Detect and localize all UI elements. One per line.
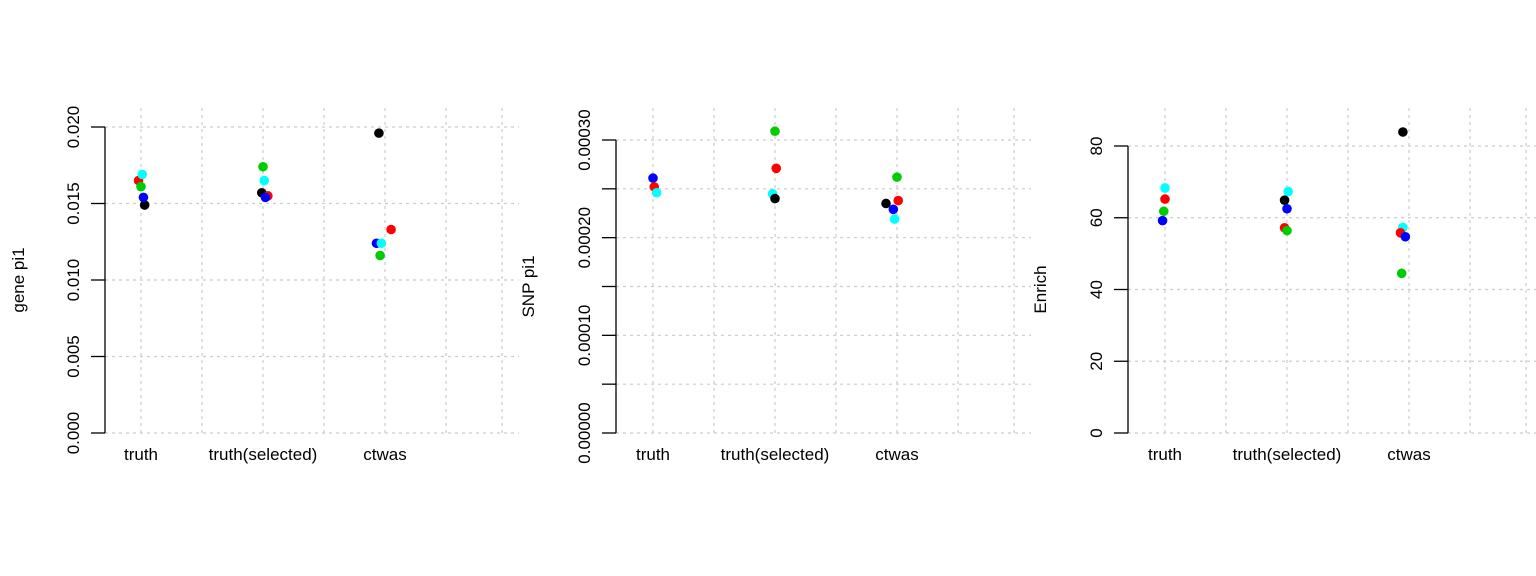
data-point-black — [770, 193, 780, 204]
y-tick-label: 0.00030 — [575, 109, 594, 170]
y-tick-label: 80 — [1087, 137, 1106, 156]
y-tick-label: 0.020 — [64, 106, 83, 149]
data-point-red — [771, 163, 782, 174]
data-point-green — [375, 250, 385, 261]
y-tick-label: 0.00000 — [575, 402, 594, 463]
data-point-green — [892, 172, 902, 182]
data-point-green — [1282, 225, 1292, 236]
data-point-red — [893, 195, 904, 206]
data-point-black — [881, 198, 891, 209]
data-point-blue — [1157, 215, 1168, 226]
data-point-green — [1158, 206, 1169, 217]
data-point-black — [139, 200, 150, 210]
data-point-blue — [1282, 203, 1292, 214]
data-point-blue — [888, 204, 899, 215]
y-tick-label: 0.005 — [64, 335, 83, 378]
x-tick-label: truth — [636, 445, 670, 464]
data-point-cyan — [137, 169, 148, 180]
y-tick-label: 60 — [1087, 208, 1106, 227]
x-tick-label: truth(selected) — [1233, 445, 1342, 464]
data-point-cyan — [889, 214, 900, 224]
gene-pi1-panel: 0.000 0.005 0.010 0.015 0.020 gene pi1 truth tr… — [9, 106, 519, 464]
data-point-black — [374, 128, 384, 138]
y-tick-label: 0.015 — [64, 182, 83, 225]
data-point-cyan — [1160, 183, 1170, 193]
enrich-panel: 0 20 40 60 80 Enrich truth truth(selected) ctwas — [1031, 108, 1536, 464]
y-tick-label: 0.000 — [64, 412, 83, 455]
x-tick-label: truth(selected) — [209, 445, 318, 464]
y-tick-label: 0.00010 — [575, 305, 594, 366]
data-point-green — [136, 181, 146, 192]
y-tick-label: 40 — [1087, 280, 1106, 299]
data-point-green — [770, 126, 780, 137]
y-tick-label: 0.00020 — [575, 207, 594, 268]
data-point-green — [1396, 268, 1407, 279]
data-point-blue — [1400, 231, 1411, 242]
data-point-green — [258, 161, 268, 172]
data-point-black — [1279, 195, 1290, 205]
x-tick-label: ctwas — [875, 445, 918, 464]
y-tick-label: 0.010 — [64, 259, 83, 302]
data-point-red — [386, 224, 396, 235]
data-point-blue — [648, 173, 658, 183]
data-point-cyan — [1283, 186, 1294, 197]
data-point-cyan — [651, 187, 662, 198]
y-axis-label: Enrich — [1031, 265, 1050, 313]
y-axis-label: SNP pi1 — [519, 255, 538, 317]
y-tick-label: 20 — [1087, 352, 1106, 371]
x-tick-label: truth(selected) — [721, 445, 830, 464]
data-point-cyan — [376, 238, 387, 249]
data-point-red — [1160, 194, 1170, 204]
snp-pi1-panel: 0.00000 0.00010 0.00020 0.00030 SNP pi1 truth… — [519, 108, 1031, 464]
x-tick-label: truth — [1148, 445, 1182, 464]
y-axis-label: gene pi1 — [9, 247, 28, 312]
x-tick-label: ctwas — [363, 445, 406, 464]
data-point-black — [1398, 127, 1408, 137]
y-tick-label: 0 — [1087, 428, 1106, 437]
data-point-blue — [260, 192, 271, 203]
data-point-cyan — [259, 175, 270, 186]
x-tick-label: truth — [124, 445, 158, 464]
x-tick-label: ctwas — [1387, 445, 1430, 464]
data-point-blue — [138, 192, 149, 203]
